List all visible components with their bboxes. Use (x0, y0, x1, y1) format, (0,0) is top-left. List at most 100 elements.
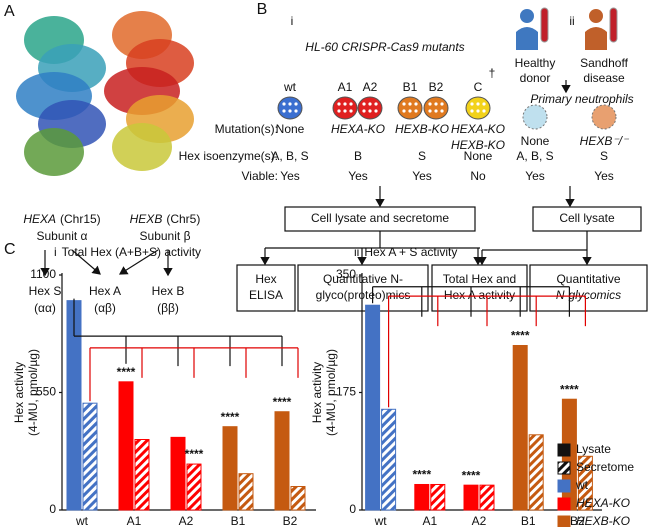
x-tick-label: B1 (231, 514, 246, 527)
cell-dot (440, 109, 444, 113)
bar (290, 486, 306, 511)
panel-label: B (257, 1, 268, 18)
box (297, 264, 429, 312)
donor: Sandhoff (580, 56, 628, 70)
viable: No (470, 169, 486, 183)
isoenzymes: S (418, 149, 426, 163)
cell-dot (434, 102, 438, 106)
cell-dot (368, 109, 372, 113)
cell (357, 96, 383, 120)
isoenzyme: Hex B (152, 284, 185, 298)
analysis: Quantitative N- (323, 272, 403, 286)
significance: **** (560, 382, 579, 396)
bar (134, 439, 150, 511)
cell-dot (476, 102, 480, 106)
x-tick-label: B2 (283, 514, 298, 527)
y-tick-label: 350 (336, 267, 356, 281)
bar (577, 455, 593, 511)
mutation: HEXB-KO (451, 138, 505, 152)
analysis: Quantitative (556, 272, 620, 286)
cell-dot (402, 109, 406, 113)
part-label: i (291, 14, 294, 28)
tube (609, 7, 618, 43)
bar (82, 402, 98, 511)
bar (430, 483, 446, 511)
viable: Yes (412, 169, 432, 183)
legend-label: Lysate (576, 442, 611, 456)
analysis: Hex (255, 272, 276, 286)
cells: Primary neutrophils (530, 92, 633, 106)
cell-line: A1 (338, 80, 353, 94)
gene-label: HEXB (Chr5) (130, 212, 201, 226)
cell-dot (294, 109, 298, 113)
isoenzymes: A, B, S (271, 149, 308, 163)
x-tick-label: B1 (521, 514, 536, 527)
viable: Yes (525, 169, 545, 183)
isoenzyme: Hex A (89, 284, 121, 298)
legend-label: wt (575, 478, 589, 492)
analysis: glyco(proteo)mics (316, 288, 411, 302)
gene: HEXB (130, 212, 163, 226)
y-tick-label: 1100 (30, 267, 56, 281)
bar (381, 408, 397, 511)
cell-dot (482, 109, 486, 113)
cell-dot (408, 109, 412, 113)
person-head (589, 9, 603, 23)
protein-structure (24, 128, 84, 176)
cell-dot (282, 102, 286, 106)
legend-swatch (557, 479, 571, 493)
chart-title-text: Hex A + S activity (364, 245, 457, 259)
bar (479, 484, 495, 511)
cell (332, 96, 358, 120)
section-title: HL-60 CRISPR-Cas9 mutants (305, 40, 464, 54)
x-tick-label: A1 (422, 514, 437, 527)
legend-swatch (557, 443, 571, 457)
analysis: Hex A activity (444, 288, 515, 302)
y-axis-label: Hex activity (310, 362, 324, 423)
cell-dot (414, 109, 418, 113)
subunit: Subunit β (140, 229, 191, 243)
significance: **** (117, 365, 136, 379)
cell-dot (482, 102, 486, 106)
analysis: Total Hex and (443, 272, 516, 286)
cell (465, 96, 491, 120)
mutation: HEXA-KO (451, 122, 505, 136)
legend-label: HEXA-KO (576, 496, 630, 510)
cell-dot (470, 109, 474, 113)
person-body (516, 27, 538, 50)
person-head (520, 9, 534, 23)
bar (118, 381, 134, 511)
mutation: None (276, 122, 305, 136)
cell-line: wt (283, 80, 297, 94)
row-label: Viable: (242, 169, 278, 183)
mutation: HEXB⁻/⁻ (580, 134, 630, 148)
y-axis-label: Hex activity (12, 362, 26, 423)
gene-label: HEXA (Chr15) (23, 212, 100, 226)
chromosome: (Chr5) (166, 212, 200, 226)
cell-dot (337, 102, 341, 106)
cell-line: B1 (403, 80, 418, 94)
y-axis-label: (4-MU, pmol/µg) (26, 349, 40, 436)
protein-structure (112, 123, 172, 171)
arrow (118, 249, 159, 275)
cell (277, 96, 303, 120)
significance: **** (221, 410, 240, 424)
chart-title: ii Hex A + S activity (354, 245, 457, 259)
part-label: ii (569, 14, 574, 28)
analysis: ELISA (249, 288, 283, 302)
donor: disease (583, 71, 625, 85)
cell-line: A2 (363, 80, 378, 94)
significance: **** (462, 468, 481, 482)
bar (170, 436, 186, 511)
cell-dot (343, 109, 347, 113)
isoenzyme-subunits: (αα) (34, 301, 56, 315)
isoenzyme-subunits: (αβ) (94, 301, 116, 315)
chart-title-text: Total Hex (A+B+S) activity (62, 245, 201, 259)
cell-dot (428, 102, 432, 106)
isoenzymes: None (464, 149, 493, 163)
isoenzymes: B (354, 149, 362, 163)
legend-swatch (557, 497, 571, 511)
mutation: HEXA-KO (331, 122, 385, 136)
box (236, 264, 296, 312)
chromosome: (Chr15) (60, 212, 101, 226)
